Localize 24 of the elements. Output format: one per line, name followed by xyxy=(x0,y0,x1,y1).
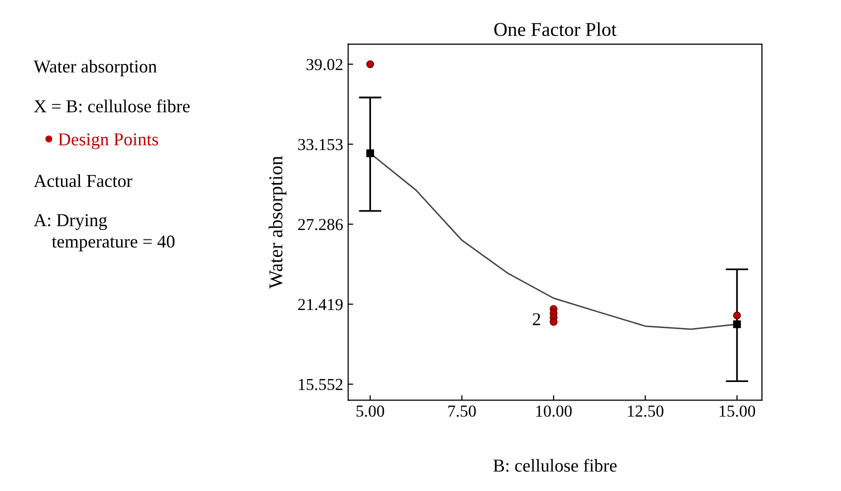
y-tick-label: 15.552 xyxy=(298,378,342,390)
text: X = B: cellulose fibre xyxy=(34,99,190,112)
y-tick-label: 33.153 xyxy=(298,138,343,150)
text: A: Drying temperature = 40 xyxy=(34,214,174,252)
point xyxy=(366,60,374,68)
text: Water absorption xyxy=(34,60,157,76)
chart-title: One Factor Plot xyxy=(494,22,617,36)
x-tick-label: 10.00 xyxy=(536,406,572,417)
x-axis-title: B: cellulose fibre xyxy=(493,458,617,472)
y-tick-label: 27.286 xyxy=(298,218,343,230)
y-tick-label: 39.02 xyxy=(306,58,342,70)
point xyxy=(733,320,741,328)
y-axis-title: Water absorption xyxy=(268,156,286,289)
point xyxy=(366,149,374,158)
x-tick-label: 12.50 xyxy=(628,406,664,417)
x-tick-label: 7.50 xyxy=(448,406,476,417)
legend-label: Design Points xyxy=(58,133,158,150)
x-tick-label: 15.00 xyxy=(720,406,756,417)
x-tick-label: 5.00 xyxy=(356,406,384,417)
point xyxy=(550,318,558,326)
point xyxy=(733,312,741,320)
annotation: 2 xyxy=(532,313,540,326)
y-tick-label: 21.419 xyxy=(298,298,343,310)
text: Actual Factor xyxy=(34,174,132,188)
